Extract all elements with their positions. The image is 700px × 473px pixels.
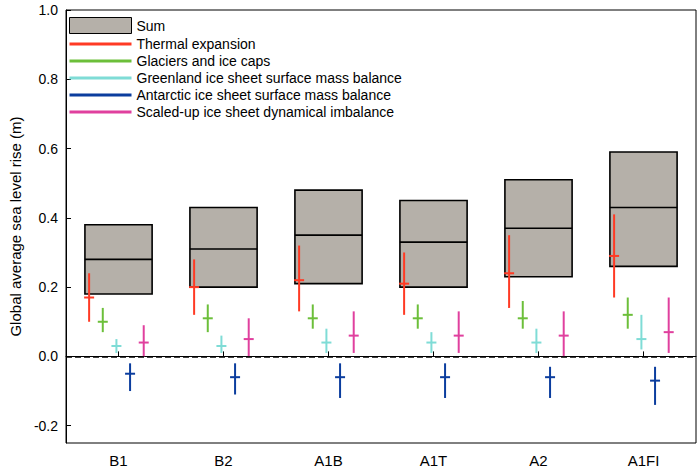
svg-text:Antarctic ice sheet surface ma: Antarctic ice sheet surface mass balance bbox=[137, 87, 392, 103]
svg-text:Glaciers and ice caps: Glaciers and ice caps bbox=[137, 53, 271, 69]
svg-text:A2: A2 bbox=[529, 452, 547, 469]
svg-text:1.0: 1.0 bbox=[39, 2, 59, 18]
svg-text:0.6: 0.6 bbox=[39, 141, 59, 157]
svg-text:Thermal expansion: Thermal expansion bbox=[137, 36, 256, 52]
svg-text:A1B: A1B bbox=[314, 452, 342, 469]
svg-text:Sum: Sum bbox=[137, 18, 166, 34]
svg-text:A1FI: A1FI bbox=[628, 452, 660, 469]
svg-text:0.2: 0.2 bbox=[39, 279, 59, 295]
svg-text:-0.2: -0.2 bbox=[34, 418, 58, 434]
svg-text:0.0: 0.0 bbox=[39, 348, 59, 364]
svg-text:A1T: A1T bbox=[420, 452, 448, 469]
svg-text:0.4: 0.4 bbox=[39, 210, 59, 226]
svg-text:Global average sea level rise: Global average sea level rise (m) bbox=[7, 116, 24, 336]
svg-text:0.8: 0.8 bbox=[39, 71, 59, 87]
svg-text:B2: B2 bbox=[214, 452, 232, 469]
svg-text:Greenland ice sheet surface ma: Greenland ice sheet surface mass balance bbox=[137, 70, 403, 86]
svg-text:Scaled-up ice sheet dynamical: Scaled-up ice sheet dynamical imbalance bbox=[137, 104, 395, 120]
svg-text:B1: B1 bbox=[109, 452, 127, 469]
